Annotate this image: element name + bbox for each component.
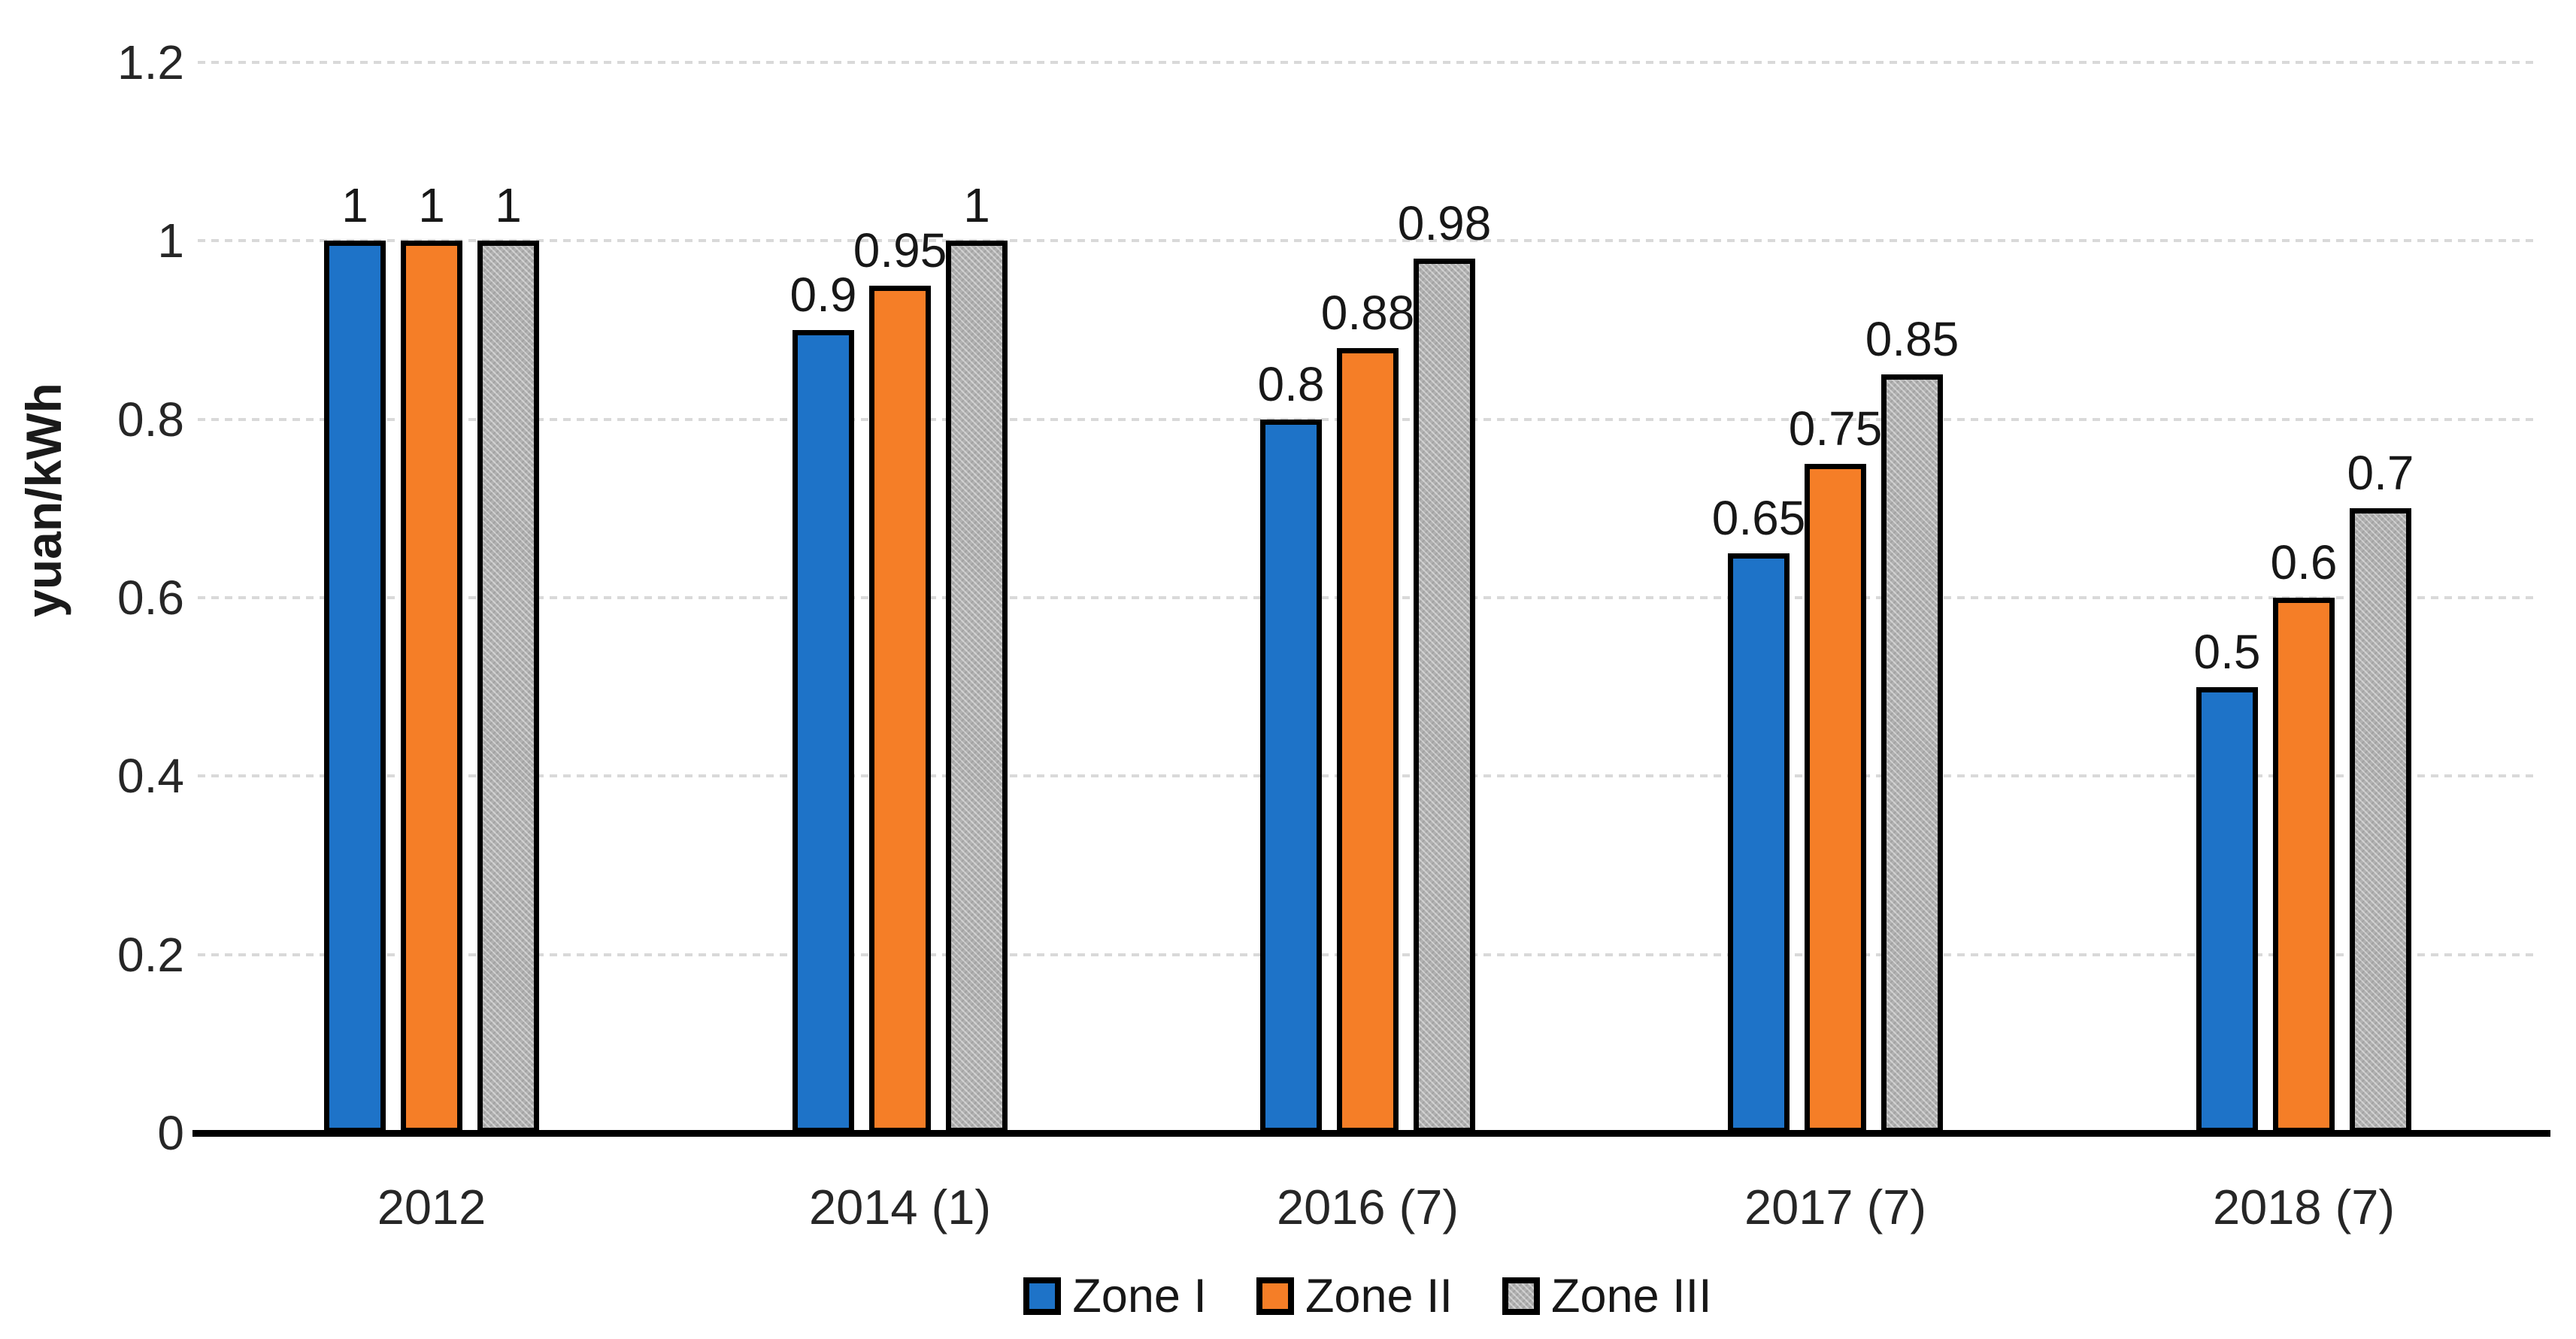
- bar-zone-ii-2012: [401, 241, 462, 1133]
- bar-zone-ii-20177: [1805, 464, 1866, 1133]
- bar-zone-iii-20187: [2350, 508, 2411, 1133]
- y-axis-title: yuan/kWh: [16, 383, 71, 617]
- y-tick-label: 0.6: [117, 571, 184, 625]
- bar-zone-ii-20187: [2273, 598, 2335, 1133]
- plot-area: 1 0.9 0.8 0.65 0.5 1 0.95 0.88 0.75 0.6 1 1 0.98 0.85…: [198, 61, 2538, 1133]
- bar-value-label: 1: [963, 178, 990, 232]
- bar-zone-iii-20167: [1414, 259, 1475, 1133]
- bar-value-label: 1: [341, 178, 368, 232]
- legend-label: Zone II: [1305, 1270, 1453, 1322]
- y-tick-label: 0: [157, 1106, 184, 1160]
- bar-zone-iii-20141: [946, 241, 1008, 1133]
- legend-item-zone-ii: Zone II: [1256, 1269, 1453, 1323]
- bar-zone-iii-2012: [477, 241, 539, 1133]
- bar-zone-iii-20177: [1881, 374, 1943, 1133]
- bar-zone-i-20187: [2196, 687, 2258, 1133]
- y-tick-label: 0.2: [117, 928, 184, 982]
- bar-value-label: 0.75: [1788, 401, 1883, 456]
- bar-value-label: 1: [418, 178, 445, 232]
- gridline: [198, 239, 2538, 242]
- bar-value-label: 0.8: [1257, 357, 1325, 411]
- legend: Zone I Zone II Zone III: [198, 1265, 2538, 1328]
- bar-value-label: 0.85: [1865, 312, 1959, 366]
- legend-label: Zone I: [1072, 1270, 1207, 1322]
- x-axis-line: [192, 1130, 2550, 1137]
- y-tick-label: 0.8: [117, 392, 184, 447]
- bar-zone-ii-20167: [1337, 348, 1399, 1133]
- bar-zone-i-20167: [1260, 420, 1322, 1133]
- bar-value-label: 0.98: [1397, 196, 1492, 250]
- x-category-label: 2017 (7): [1744, 1180, 1927, 1234]
- bar-value-label: 0.88: [1320, 286, 1415, 340]
- legend-swatch: [1023, 1277, 1062, 1315]
- bar-zone-i-20177: [1728, 553, 1790, 1133]
- x-category-label: 2016 (7): [1276, 1180, 1459, 1234]
- y-tick-label: 1: [157, 214, 184, 268]
- x-category-label: 2018 (7): [2212, 1180, 2396, 1234]
- bar-zone-i-20141: [792, 330, 854, 1133]
- x-category-label: 2012: [377, 1180, 486, 1234]
- bar-value-label: 0.5: [2193, 625, 2261, 679]
- bar-zone-ii-20141: [869, 286, 931, 1133]
- bar-value-label: 0.6: [2270, 535, 2338, 589]
- legend-item-zone-i: Zone I: [1023, 1269, 1207, 1323]
- bar-value-label: 0.9: [789, 268, 857, 322]
- y-tick-label: 1.2: [117, 35, 184, 89]
- bar-value-label: 0.65: [1711, 491, 1806, 545]
- bar-zone-i-2012: [324, 241, 386, 1133]
- gridline: [198, 61, 2538, 64]
- bar-value-label: 1: [495, 178, 522, 232]
- legend-swatch: [1502, 1277, 1541, 1315]
- x-category-label: 2014 (1): [808, 1180, 992, 1234]
- legend-swatch: [1256, 1277, 1294, 1315]
- bar-value-label: 0.7: [2347, 446, 2414, 500]
- legend-label: Zone III: [1551, 1270, 1712, 1322]
- y-tick-label: 0.4: [117, 749, 184, 803]
- bar-value-label: 0.95: [853, 223, 947, 277]
- legend-item-zone-iii: Zone III: [1502, 1269, 1712, 1323]
